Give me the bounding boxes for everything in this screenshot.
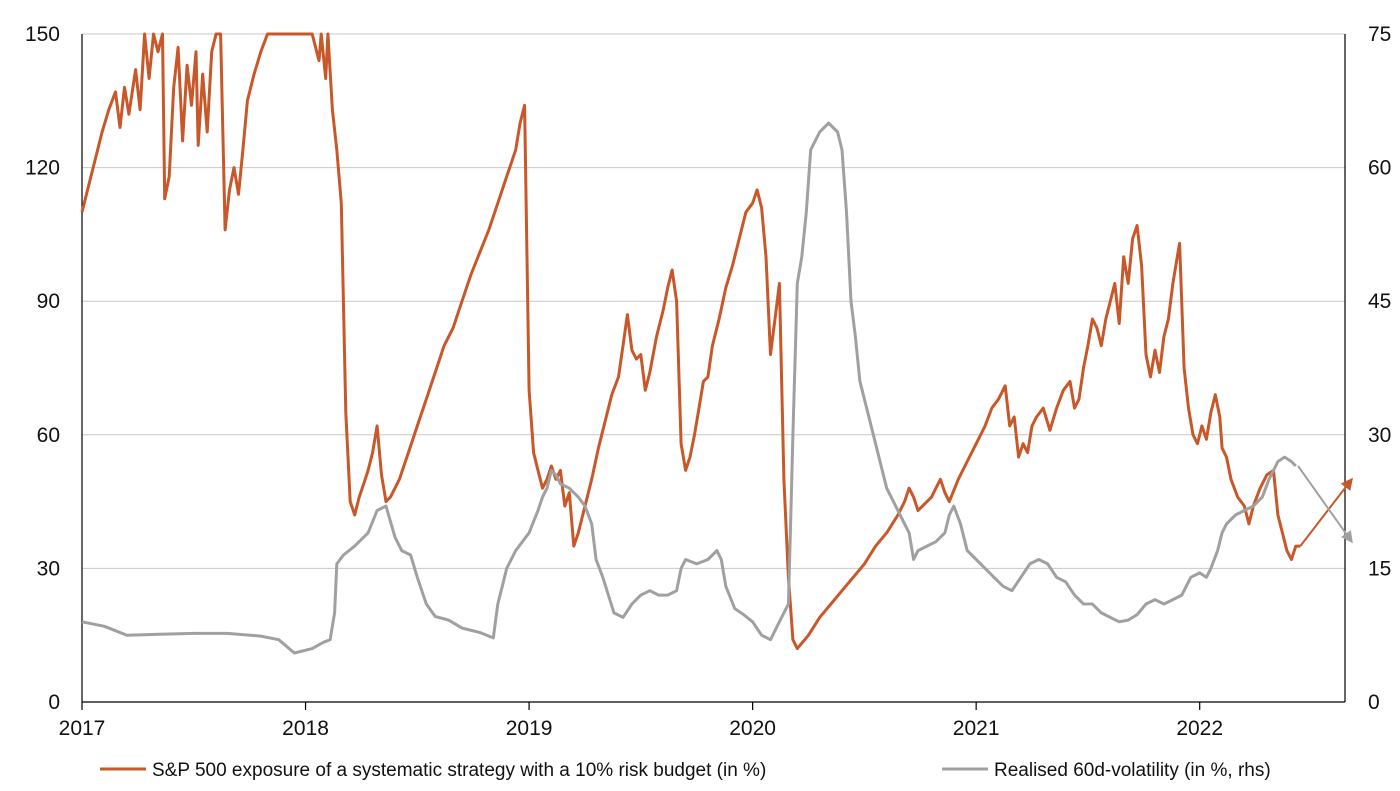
series-layer <box>80 32 1301 655</box>
y-tick-label: 60 <box>37 424 60 447</box>
y2-tick-label: 0 <box>1368 691 1380 714</box>
arrow-up-annotation <box>1299 477 1353 547</box>
y2-tick-label: 60 <box>1368 157 1391 180</box>
x-tick-label: 2021 <box>953 717 1000 740</box>
arrow-down-annotation <box>1297 465 1353 544</box>
y2-tick-label: 45 <box>1368 290 1391 313</box>
y-tick-label: 0 <box>48 691 60 714</box>
y2-tick-label: 15 <box>1368 557 1391 580</box>
series-line-volatility <box>81 121 1297 655</box>
y-axis-left: 0 30 60 90 120 150 <box>25 23 83 714</box>
x-tick-label: 2018 <box>282 717 329 740</box>
y-tick-label: 150 <box>25 23 60 46</box>
y-tick-label: 90 <box>37 290 60 313</box>
legend-label-volatility: Realised 60d-volatility (in %, rhs) <box>994 760 1271 781</box>
x-tick-label: 2022 <box>1176 717 1223 740</box>
annotation-layer <box>1297 465 1353 547</box>
y-tick-label: 120 <box>25 157 60 180</box>
legend-label-exposure: S&P 500 exposure of a systematic strateg… <box>152 760 766 781</box>
gridlines <box>82 33 1345 569</box>
y2-tick-label: 75 <box>1368 23 1391 46</box>
y-tick-label: 30 <box>37 557 60 580</box>
y2-tick-label: 30 <box>1368 424 1391 447</box>
x-tick-label: 2019 <box>506 717 553 740</box>
y-axis-right: 0 15 30 45 60 75 <box>1344 23 1391 714</box>
x-axis: 2017 2018 2019 2020 2021 2022 <box>59 701 1345 740</box>
legend: S&P 500 exposure of a systematic strateg… <box>100 760 1271 781</box>
x-tick-label: 2017 <box>59 717 106 740</box>
series-line-exposure <box>80 32 1301 651</box>
x-tick-label: 2020 <box>729 717 776 740</box>
